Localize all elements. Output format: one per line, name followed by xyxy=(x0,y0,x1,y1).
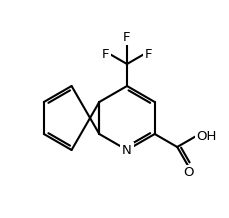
Text: F: F xyxy=(123,31,130,44)
Text: OH: OH xyxy=(195,129,216,143)
Text: F: F xyxy=(102,48,109,61)
Text: O: O xyxy=(182,166,193,179)
Text: F: F xyxy=(144,48,151,61)
Text: N: N xyxy=(122,143,131,157)
